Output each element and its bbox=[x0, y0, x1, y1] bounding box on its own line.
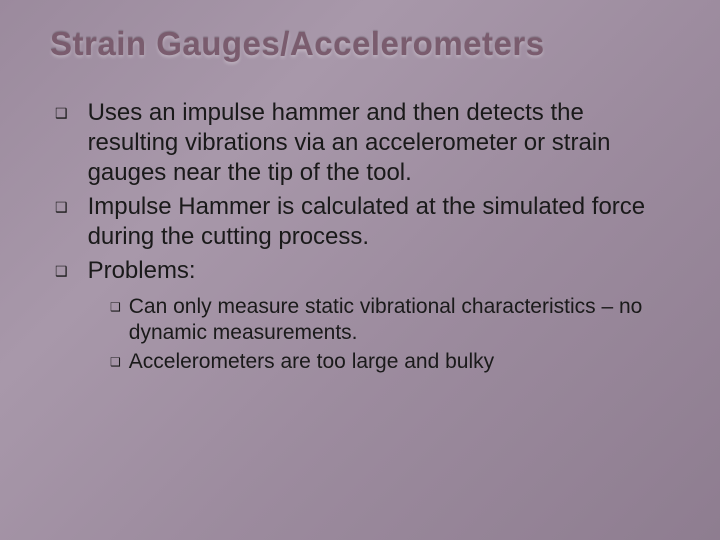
bullet-item: ❑ Uses an impulse hammer and then detect… bbox=[55, 98, 670, 188]
bullet-text: Uses an impulse hammer and then detects … bbox=[88, 98, 670, 188]
sub-bullet-text: Accelerometers are too large and bulky bbox=[129, 349, 494, 375]
sub-bullet-marker-icon: ❑ bbox=[110, 300, 121, 314]
sub-bullet-marker-icon: ❑ bbox=[110, 355, 121, 369]
bullet-text: Problems: bbox=[88, 256, 196, 286]
sub-bullet-list: ❑ Can only measure static vibrational ch… bbox=[55, 294, 670, 375]
sub-bullet-item: ❑ Accelerometers are too large and bulky bbox=[110, 349, 670, 375]
bullet-marker-icon: ❑ bbox=[55, 263, 68, 280]
sub-bullet-text: Can only measure static vibrational char… bbox=[129, 294, 670, 347]
sub-bullet-item: ❑ Can only measure static vibrational ch… bbox=[110, 294, 670, 347]
bullet-text: Impulse Hammer is calculated at the simu… bbox=[88, 192, 670, 252]
bullet-item: ❑ Problems: bbox=[55, 256, 670, 286]
slide-container: Strain Gauges/Accelerometers ❑ Uses an i… bbox=[0, 0, 720, 540]
slide-content: ❑ Uses an impulse hammer and then detect… bbox=[50, 98, 670, 375]
bullet-marker-icon: ❑ bbox=[55, 105, 68, 122]
bullet-item: ❑ Impulse Hammer is calculated at the si… bbox=[55, 192, 670, 252]
slide-title: Strain Gauges/Accelerometers bbox=[50, 25, 670, 63]
bullet-marker-icon: ❑ bbox=[55, 199, 68, 216]
